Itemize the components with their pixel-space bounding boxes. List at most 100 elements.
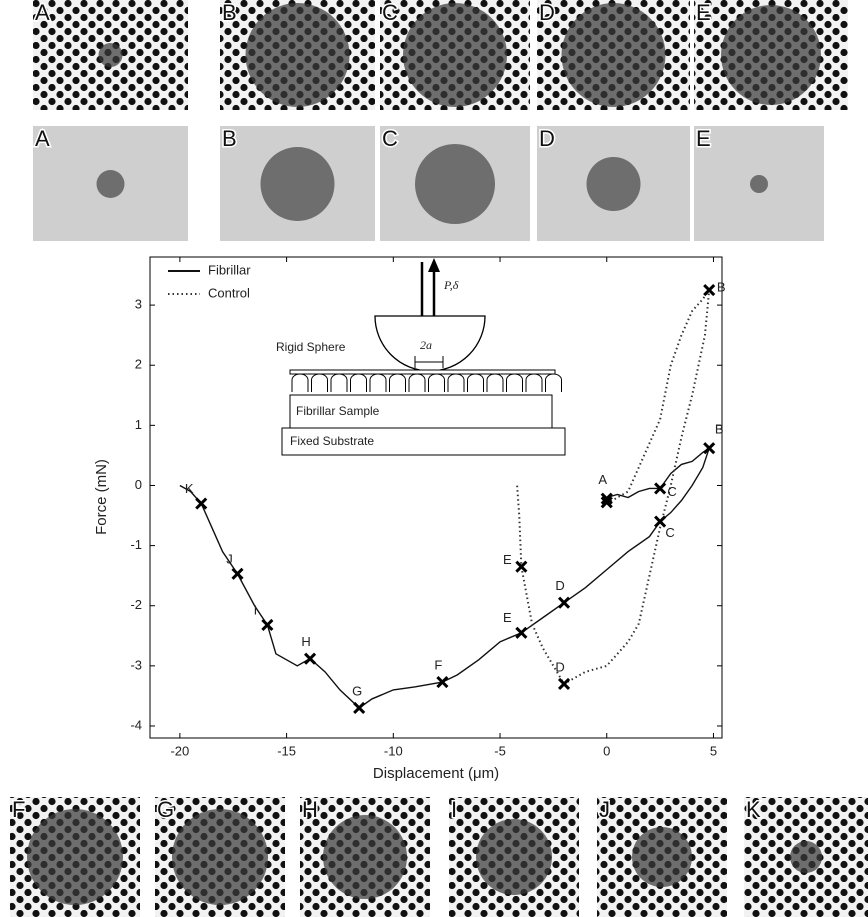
panel-label: C: [382, 0, 398, 25]
marker-cross: [559, 598, 569, 608]
marker-label: B: [717, 280, 726, 295]
panel-label: E: [696, 126, 711, 151]
marker-label: E: [503, 552, 512, 567]
figure: A B C D E F G H I J K A B C D E P,δ Rigid Sphere 2a Fib…: [0, 0, 868, 917]
marker: [233, 569, 243, 579]
series-line: [180, 448, 709, 708]
marker-label: D: [555, 578, 564, 593]
pillar: [468, 374, 484, 392]
marker-cross: [704, 285, 714, 295]
marker: [305, 654, 315, 664]
x-tick-label: -5: [494, 743, 506, 758]
panel-label: D: [539, 0, 555, 25]
y-tick-label: 3: [135, 297, 142, 312]
panel-label: K: [746, 797, 761, 822]
pillar: [331, 374, 347, 392]
contact-spot: [415, 144, 495, 224]
panel-label: C: [382, 126, 398, 151]
y-tick-label: 0: [135, 477, 142, 492]
panel-label: A: [35, 0, 50, 25]
marker-cross: [655, 517, 665, 527]
x-tick-label: -15: [277, 743, 296, 758]
marker-cross: [559, 679, 569, 689]
x-tick-label: 5: [710, 743, 717, 758]
pillar: [312, 374, 328, 392]
y-axis-label: Force (mN): [93, 459, 110, 535]
pillar: [351, 374, 367, 392]
y-tick-label: -1: [130, 537, 142, 552]
marker-label: D: [555, 659, 564, 674]
panel-label: I: [451, 797, 457, 822]
pillar: [507, 374, 523, 392]
marker-cross: [305, 654, 315, 664]
marker-label: B: [715, 422, 724, 437]
panel-label: H: [302, 797, 318, 822]
contact-region: [172, 809, 268, 905]
panel-label: E: [696, 0, 711, 25]
marker-label: K: [185, 481, 194, 496]
panel-label: G: [157, 797, 174, 822]
contact-label: 2a: [420, 338, 432, 352]
marker-cross: [704, 443, 714, 453]
pillar: [409, 374, 425, 392]
marker-cross: [262, 620, 272, 630]
legend-label: Control: [208, 285, 250, 300]
marker-label: E: [503, 610, 512, 625]
marker-label: I: [254, 602, 258, 617]
contact-region: [721, 5, 821, 105]
contact-region: [27, 809, 123, 905]
marker: [354, 703, 364, 713]
marker: [704, 285, 714, 295]
pillar: [390, 374, 406, 392]
x-axis-label: Displacement (μm): [373, 765, 499, 782]
contact-region: [99, 43, 123, 67]
marker-cross: [233, 569, 243, 579]
pillar: [487, 374, 503, 392]
y-tick-label: -3: [130, 657, 142, 672]
panel-label: A: [35, 126, 50, 151]
marker-label: F: [434, 658, 442, 673]
panel-label: B: [222, 126, 237, 151]
contact-spot: [261, 147, 335, 221]
marker: [559, 679, 569, 689]
legend-label: Fibrillar: [208, 262, 251, 277]
contact-spot: [750, 175, 768, 193]
marker-label: C: [665, 525, 674, 540]
marker: [559, 598, 569, 608]
sample-label: Fibrillar Sample: [296, 404, 380, 418]
marker-cross: [196, 499, 206, 509]
pillar: [546, 374, 562, 392]
load-label: P,δ: [443, 278, 459, 292]
x-tick-label: -20: [170, 743, 189, 758]
substrate-label: Fixed Substrate: [290, 434, 374, 448]
pillar: [429, 374, 445, 392]
marker: [516, 628, 526, 638]
pillar: [292, 374, 308, 392]
panel-label: J: [599, 797, 610, 822]
panel-label: B: [222, 0, 237, 25]
marker-cross: [516, 628, 526, 638]
y-tick-label: 1: [135, 417, 142, 432]
marker: [704, 443, 714, 453]
contact-region: [790, 841, 822, 873]
marker-label: C: [667, 484, 676, 499]
contact-region: [246, 3, 350, 107]
marker-label: G: [352, 683, 362, 698]
marker-cross: [354, 703, 364, 713]
sphere-label: Rigid Sphere: [276, 340, 346, 354]
contact-region: [632, 827, 692, 887]
y-tick-label: -4: [130, 717, 142, 732]
contact-spot: [587, 157, 641, 211]
marker-label: A: [598, 472, 607, 487]
series-line: [517, 290, 709, 684]
contact-spot: [97, 170, 125, 198]
marker-label: J: [226, 551, 233, 566]
x-tick-label: 0: [603, 743, 610, 758]
marker-label: H: [301, 634, 310, 649]
inset-diagram: P,δ Rigid Sphere 2a Fibrillar Sample Fix…: [276, 258, 565, 455]
contact-region: [323, 815, 407, 899]
panel-label: D: [539, 126, 555, 151]
pillar: [526, 374, 542, 392]
x-tick-label: -10: [384, 743, 403, 758]
contact-region: [476, 819, 552, 895]
